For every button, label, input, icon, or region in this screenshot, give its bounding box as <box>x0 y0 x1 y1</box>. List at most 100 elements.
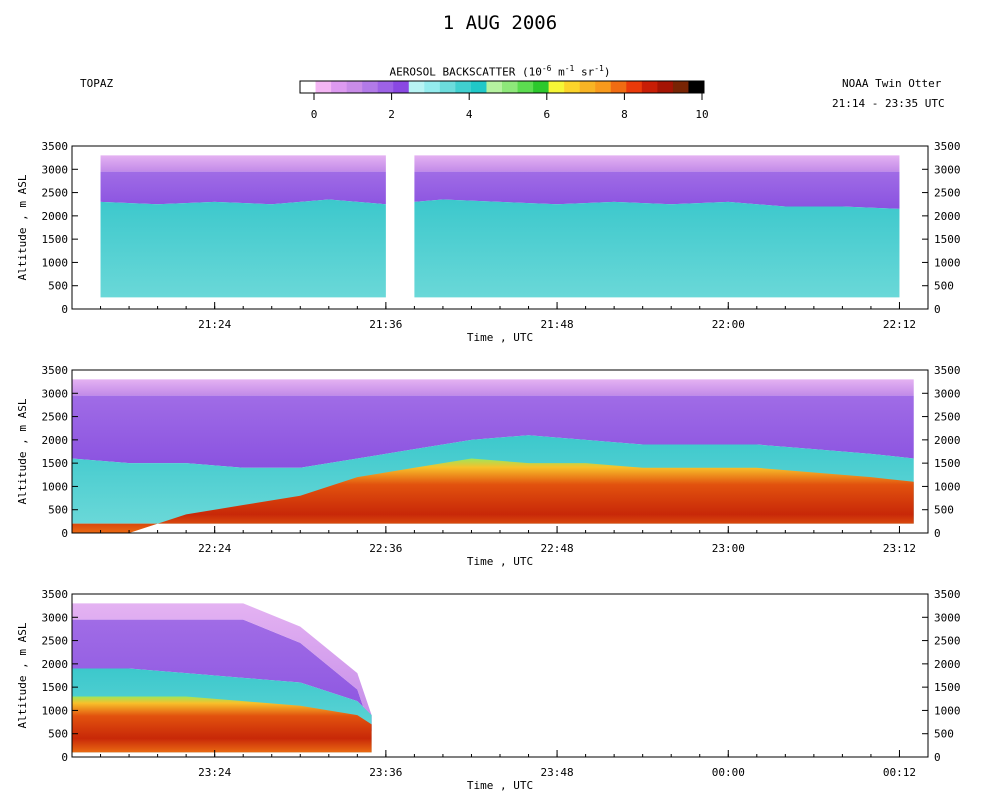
colorbar-swatch <box>439 81 456 93</box>
y-tick-label-left: 2500 <box>42 635 69 648</box>
colorbar-swatch <box>641 81 658 93</box>
colorbar-swatch <box>502 81 518 93</box>
y-tick-label-right: 500 <box>934 728 954 741</box>
free-troposphere-layer <box>100 171 900 209</box>
y-tick-label-left: 3500 <box>42 140 69 153</box>
colorbar-swatch <box>408 81 425 93</box>
colorbar-swatch <box>300 81 316 93</box>
y-tick-label-right: 500 <box>934 280 954 293</box>
x-tick-label: 21:24 <box>198 318 231 331</box>
panel-1: 0 0 500 500 1000 1000 1500 1500 2000 2000 2500 2500… <box>16 140 961 344</box>
y-tick-label-right: 2500 <box>934 635 961 648</box>
x-tick-label: 22:12 <box>883 318 916 331</box>
x-tick-label: 21:48 <box>541 318 574 331</box>
panel-2: 0 0 500 500 1000 1000 1500 1500 2000 2000 2500 2500… <box>16 364 961 568</box>
y-tick-label-left: 3000 <box>42 387 69 400</box>
y-tick-label-right: 2000 <box>934 434 961 447</box>
y-tick-label-right: 0 <box>934 751 941 764</box>
colorbar-swatch <box>424 81 441 93</box>
colorbar-swatch <box>486 81 503 93</box>
y-tick-label-left: 2500 <box>42 187 69 200</box>
boundary-layer <box>100 199 900 298</box>
colorbar-swatch <box>455 81 472 93</box>
y-tick-label-left: 500 <box>48 280 68 293</box>
platform-label: NOAA Twin Otter <box>842 77 942 90</box>
y-tick-label-left: 2000 <box>42 658 69 671</box>
y-tick-label-right: 3500 <box>934 364 961 377</box>
y-tick-label-left: 500 <box>48 728 68 741</box>
x-tick-label: 00:00 <box>712 766 745 779</box>
y-axis-label: Altitude , m ASL <box>16 174 29 280</box>
colorbar-swatch <box>377 81 394 93</box>
y-tick-label-left: 0 <box>61 751 68 764</box>
x-tick-label: 22:48 <box>541 542 574 555</box>
y-tick-label-right: 3500 <box>934 140 961 153</box>
y-tick-label-right: 2000 <box>934 658 961 671</box>
colorbar-swatch <box>626 81 643 93</box>
y-tick-label-left: 1000 <box>42 704 69 717</box>
y-tick-label-left: 500 <box>48 504 68 517</box>
colorbar-tick-label: 2 <box>388 108 395 121</box>
colorbar-swatch <box>688 81 705 93</box>
y-tick-label-right: 0 <box>934 303 941 316</box>
x-tick-label: 23:36 <box>369 766 402 779</box>
x-tick-label: 21:36 <box>369 318 402 331</box>
y-tick-label-right: 3500 <box>934 588 961 601</box>
y-tick-label-right: 1500 <box>934 233 961 246</box>
y-tick-label-left: 2500 <box>42 411 69 424</box>
colorbar-swatch <box>657 81 674 93</box>
colorbar <box>299 80 705 100</box>
y-tick-label-right: 500 <box>934 504 954 517</box>
colorbar-title: AEROSOL BACKSCATTER (10-6 m-1 sr-1) <box>389 64 611 79</box>
x-tick-label: 00:12 <box>883 766 916 779</box>
colorbar-swatch <box>564 81 580 93</box>
x-axis-label: Time , UTC <box>467 555 533 568</box>
y-tick-label-left: 2000 <box>42 434 69 447</box>
x-tick-label: 23:24 <box>198 766 231 779</box>
y-tick-label-left: 3500 <box>42 364 69 377</box>
y-tick-label-right: 0 <box>934 527 941 540</box>
y-tick-label-right: 3000 <box>934 387 961 400</box>
colorbar-swatch <box>610 81 627 93</box>
colorbar-swatch <box>595 81 612 93</box>
colorbar-swatch <box>672 81 689 93</box>
colorbar-swatch <box>393 81 410 93</box>
polluted-layer <box>72 696 372 753</box>
y-axis-label: Altitude , m ASL <box>16 622 29 728</box>
y-tick-label-right: 2500 <box>934 187 961 200</box>
colorbar-swatch <box>346 81 363 93</box>
data-gap <box>385 146 415 309</box>
y-tick-label-left: 2000 <box>42 210 69 223</box>
y-tick-label-left: 3500 <box>42 588 69 601</box>
y-tick-label-right: 2500 <box>934 411 961 424</box>
x-axis-label: Time , UTC <box>467 331 533 344</box>
y-tick-label-left: 1500 <box>42 457 69 470</box>
colorbar-tick-label: 4 <box>465 108 473 121</box>
y-tick-label-left: 1500 <box>42 681 69 694</box>
colorbar-swatch <box>315 81 332 93</box>
y-tick-label-right: 1000 <box>934 256 961 269</box>
y-tick-label-left: 3000 <box>42 611 69 624</box>
colorbar-frame <box>299 80 705 94</box>
y-tick-label-right: 1000 <box>934 704 961 717</box>
y-tick-label-left: 0 <box>61 527 68 540</box>
time-range-label: 21:14 - 23:35 UTC <box>832 97 945 110</box>
x-tick-label: 22:36 <box>369 542 402 555</box>
colorbar-tick-label: 10 <box>695 108 709 121</box>
y-tick-label-left: 1000 <box>42 480 69 493</box>
colorbar-swatch <box>548 81 565 93</box>
x-tick-label: 22:00 <box>712 318 745 331</box>
colorbar-swatch <box>533 81 549 93</box>
x-tick-label: 23:48 <box>541 766 574 779</box>
free-troposphere-layer <box>72 395 914 468</box>
chart-title: 1 AUG 2006 <box>442 12 558 34</box>
x-tick-label: 23:12 <box>883 542 916 555</box>
free-troposphere-layer <box>72 619 372 732</box>
upper-haze-layer <box>72 603 372 732</box>
upper-haze-layer <box>100 155 900 172</box>
colorbar-swatch <box>579 81 596 93</box>
upper-haze-layer <box>72 379 914 396</box>
x-tick-label: 22:24 <box>198 542 231 555</box>
polluted-layer <box>72 458 914 533</box>
